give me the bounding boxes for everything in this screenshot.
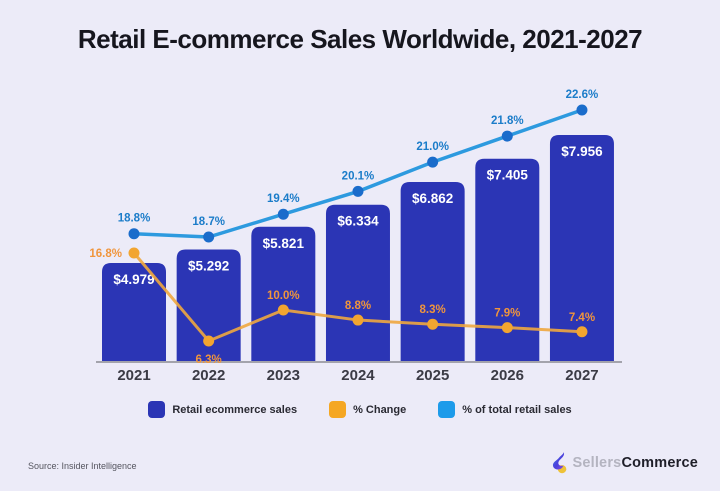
year-label-2022: 2022 [192,367,225,384]
legend-item-0: Retail ecommerce sales [148,401,297,418]
retail-share-label-2023: 19.4% [267,193,300,205]
retail-share-point-2021 [128,228,140,240]
bar-2027 [549,135,614,361]
retail-share-label-2026: 21.8% [491,115,524,127]
pct-change-point-2027 [576,326,588,338]
year-label-2025: 2025 [416,367,449,384]
legend-label: % of total retail sales [462,403,572,416]
bar-value-label-2021: $4.979 [113,272,154,287]
year-label-2024: 2024 [341,367,375,384]
bar-value-label-2022: $5.292 [188,259,229,274]
logo-swoosh-shape [553,452,565,470]
retail-share-label-2022: 18.7% [192,216,225,228]
bar-2021 [102,263,166,361]
legend-swatch [148,401,166,418]
retail-share-point-2027 [576,104,588,116]
bar-2026 [475,158,540,361]
pct-change-label-2027: 7.4% [569,312,595,324]
retail-share-label-2027: 22.6% [566,89,599,101]
pct-change-point-2022 [203,335,215,347]
brand-name-light: Sellers [572,455,622,471]
year-label-2021: 2021 [117,367,150,384]
brand-name-bold: Commerce [621,455,698,471]
chart-legend: Retail ecommerce sales % Change % of total… [0,401,720,418]
retail-share-point-2023 [277,208,289,220]
bar-value-label-2023: $5.821 [263,236,305,251]
pct-change-point-2023 [277,304,289,316]
retail-share-label-2021: 18.8% [118,213,151,225]
pct-change-label-2022: 6.3% [196,354,222,366]
bar-2023 [251,226,316,361]
pct-change-label-2026: 7.9% [494,308,520,320]
source-note: Source: Insider Intelligence [28,461,137,471]
retail-share-label-2024: 20.1% [342,170,375,182]
pct-change-label-2024: 8.8% [345,300,371,312]
legend-label: % Change [353,403,407,416]
legend-swatch [438,401,456,418]
pct-change-point-2026 [501,322,513,334]
legend-label: Retail ecommerce sales [172,403,298,416]
footer: Source: Insider Intelligence SellersComm… [0,439,720,491]
pct-change-point-2021 [128,247,140,259]
legend-item-1: % Change [329,401,406,418]
brand-logo: SellersCommerce [549,451,698,475]
chart-title: Retail E-commerce Sales Worldwide, 2021-… [77,24,643,54]
bar-value-label-2025: $6.862 [412,191,453,206]
retail-share-point-2022 [203,231,215,243]
bar-2025 [400,182,465,361]
bar-value-label-2027: $7.956 [561,144,603,159]
legend-item-2: % of total retail sales [438,401,572,418]
sellerscommerce-logo-icon [553,452,567,474]
retail-share-point-2024 [352,185,364,197]
pct-change-point-2024 [352,314,364,326]
pct-change-label-2025: 8.3% [420,304,446,316]
legend-swatch [329,401,347,418]
pct-change-label-2023: 10.0% [267,290,300,302]
retail-share-label-2025: 21.0% [416,141,449,153]
retail-share-point-2026 [501,130,513,142]
pct-change-point-2025 [427,318,439,330]
year-label-2026: 2026 [491,367,524,384]
pct-change-label-2021: 16.8% [89,248,122,260]
bar-value-label-2024: $6.334 [337,214,379,229]
bar-value-label-2026: $7.405 [487,168,529,183]
year-label-2027: 2027 [565,367,598,384]
retail-share-point-2025 [427,156,439,168]
year-label-2023: 2023 [267,367,300,384]
